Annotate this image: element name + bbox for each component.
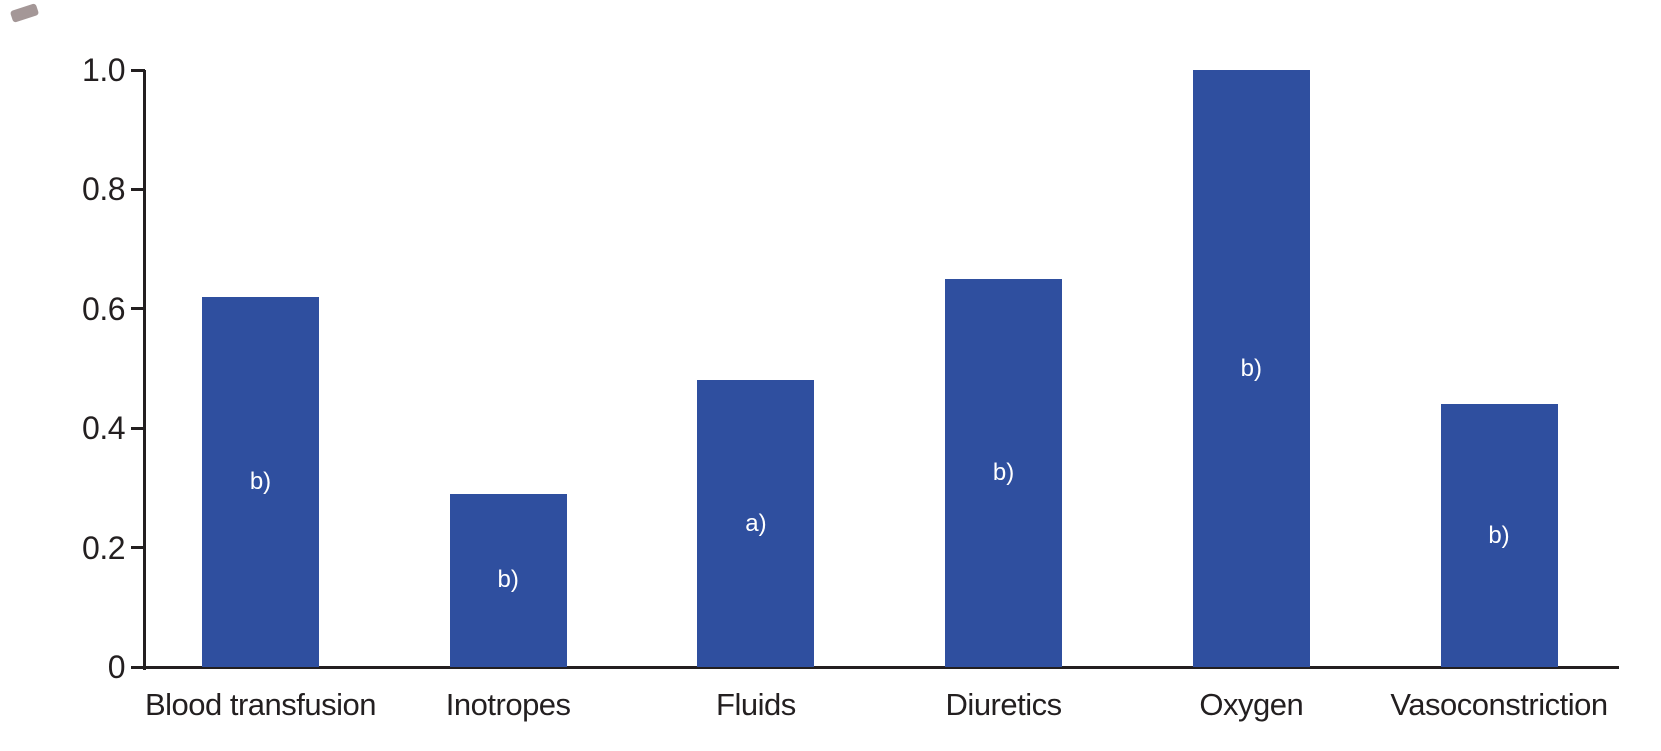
y-axis-line bbox=[143, 70, 146, 670]
y-tick-label: 0.2 bbox=[82, 529, 125, 566]
x-axis-line bbox=[131, 666, 1619, 669]
bar-fluids: a) bbox=[697, 380, 815, 667]
x-axis-label-diuretics: Diuretics bbox=[945, 687, 1063, 722]
bar-annotation: a) bbox=[745, 509, 767, 537]
bar-blood-transfusion: b) bbox=[202, 296, 319, 667]
bar-annotation: b) bbox=[497, 566, 519, 594]
y-tick-label: 0.4 bbox=[82, 410, 125, 447]
bar-oxygen: b) bbox=[1192, 70, 1310, 667]
y-tick-mark bbox=[131, 68, 145, 72]
bar-diuretics: b) bbox=[945, 278, 1063, 667]
x-axis-label-vasoconstriction: Vasoconstriction bbox=[1390, 687, 1608, 722]
y-tick-label: 0.8 bbox=[82, 171, 125, 208]
y-tick-mark bbox=[131, 426, 145, 430]
y-tick-label: 1.0 bbox=[82, 52, 125, 88]
bar-inotropes: b) bbox=[449, 493, 567, 667]
x-axis-label-oxygen: Oxygen bbox=[1199, 687, 1304, 722]
bar-annotation: b) bbox=[1488, 521, 1510, 549]
x-axis-label-fluids: Fluids bbox=[716, 687, 796, 722]
x-axis-label-blood-transfusion: Blood transfusion bbox=[144, 687, 377, 722]
bar-vasoconstriction: b) bbox=[1440, 404, 1558, 667]
x-axis-label-inotropes: Inotropes bbox=[445, 687, 571, 722]
y-tick-mark bbox=[131, 307, 145, 311]
y-tick-label: 0.6 bbox=[82, 290, 125, 327]
y-tick-mark bbox=[131, 546, 145, 550]
y-tick-label: 0 bbox=[107, 649, 126, 685]
corner-smudge-artifact bbox=[9, 3, 40, 23]
bar-annotation: b) bbox=[992, 458, 1015, 486]
y-tick-mark bbox=[131, 187, 145, 191]
bar-annotation: b) bbox=[249, 467, 272, 495]
bar-annotation: b) bbox=[1240, 354, 1262, 382]
